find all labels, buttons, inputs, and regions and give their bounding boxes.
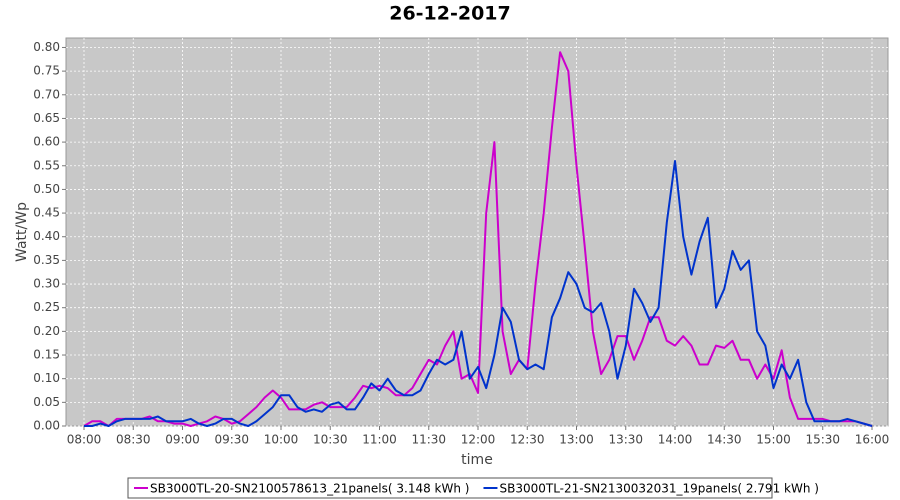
x-tick-label: 10:30 [313,433,348,447]
y-tick-label: 0.35 [33,253,60,267]
y-tick-label: 0.70 [33,87,60,101]
y-tick-label: 0.40 [33,229,60,243]
y-tick-label: 0.75 [33,64,60,78]
y-tick-label: 0.55 [33,158,60,172]
y-tick-label: 0.65 [33,111,60,125]
x-tick-label: 11:00 [362,433,397,447]
y-tick-label: 0.30 [33,277,60,291]
legend-box [127,477,773,499]
series-line [83,51,873,427]
series-line [84,160,873,427]
x-tick-label: 13:30 [608,433,643,447]
x-tick-label: 08:00 [67,433,102,447]
x-tick-label: 15:30 [805,433,840,447]
x-axis-label: time [461,452,493,468]
y-tick-label: 0.50 [33,182,60,196]
y-tick-label: 0.20 [33,324,60,338]
x-tick-label: 09:30 [214,433,249,447]
y-tick-label: 0.60 [33,135,60,149]
y-tick-label: 0.05 [33,395,60,409]
chart-title: 26-12-2017 [389,3,511,25]
y-tick-label: 0.10 [33,371,60,385]
x-tick-label: 13:00 [559,433,594,447]
legend-entry: SB3000TL-21-SN2130032031_19panels( 2.791… [499,482,818,496]
y-tick-label: 0.00 [33,419,60,433]
x-tick-label: 09:00 [165,433,200,447]
x-tick-label: 11:30 [411,433,446,447]
x-tick-label: 14:00 [658,433,693,447]
x-tick-label: 08:30 [116,433,151,447]
x-tick-label: 10:00 [264,433,299,447]
y-tick-label: 0.15 [33,348,60,362]
y-axis-label: Watt/Wp [14,202,30,262]
legend-entry: SB3000TL-20-SN2100578613_21panels( 3.148… [150,482,469,496]
y-tick-label: 0.45 [33,206,60,220]
x-tick-label: 14:30 [707,433,742,447]
x-tick-label: 15:00 [756,433,791,447]
x-tick-label: 16:00 [855,433,890,447]
plot-area [65,37,889,427]
y-tick-label: 0.80 [33,40,60,54]
x-tick-label: 12:00 [461,433,496,447]
x-tick-label: 12:30 [510,433,545,447]
y-tick-label: 0.25 [33,300,60,314]
